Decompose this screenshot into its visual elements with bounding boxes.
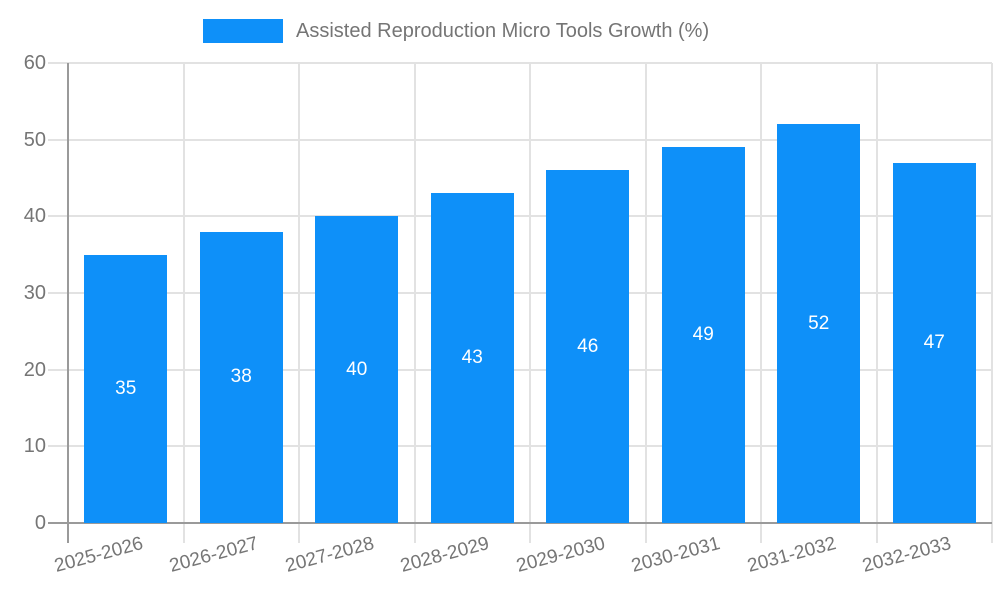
bar: 52 (777, 124, 861, 523)
y-axis-tick-label: 40 (23, 205, 46, 228)
bar-value-label: 47 (923, 331, 945, 353)
bar: 47 (892, 162, 976, 523)
x-gridline (298, 63, 300, 543)
bar-value-label: 43 (461, 347, 483, 369)
x-gridline (991, 63, 993, 543)
y-axis-tick-label: 30 (23, 282, 46, 304)
x-axis-line (48, 522, 992, 524)
y-gridline (48, 445, 992, 448)
bar-value-label: 38 (230, 366, 252, 388)
y-axis-line (67, 63, 69, 543)
y-axis-tick-label: 10 (23, 435, 46, 458)
x-gridline (182, 63, 185, 543)
bar: 38 (199, 231, 283, 523)
bar: 49 (661, 147, 745, 523)
legend-item[interactable]: Assisted Reproduction Micro Tools Growth… (203, 19, 709, 43)
bar: 43 (430, 193, 514, 523)
bar-value-label: 52 (808, 312, 830, 334)
x-gridline (529, 63, 531, 543)
x-gridline (760, 63, 762, 543)
bar: 40 (315, 216, 399, 523)
y-gridline (48, 215, 992, 218)
bar-value-label: 40 (346, 358, 368, 380)
y-gridline (48, 62, 992, 64)
bar: 46 (546, 170, 630, 523)
legend-swatch (203, 19, 283, 43)
y-axis-tick-label: 0 (34, 512, 46, 534)
x-gridline (413, 63, 416, 543)
y-axis-tick-label: 50 (23, 128, 46, 151)
y-axis-tick-label: 60 (23, 52, 46, 74)
bar-value-label: 46 (577, 335, 599, 357)
y-axis-tick-label: 20 (23, 358, 46, 381)
legend-label: Assisted Reproduction Micro Tools Growth… (296, 19, 710, 42)
bar-value-label: 35 (115, 377, 137, 399)
x-gridline (644, 63, 647, 543)
y-gridline (48, 138, 992, 141)
x-gridline (875, 63, 878, 543)
bar: 35 (84, 254, 168, 523)
y-gridline (48, 292, 992, 294)
y-gridline (48, 368, 992, 371)
bar-value-label: 49 (692, 324, 714, 346)
